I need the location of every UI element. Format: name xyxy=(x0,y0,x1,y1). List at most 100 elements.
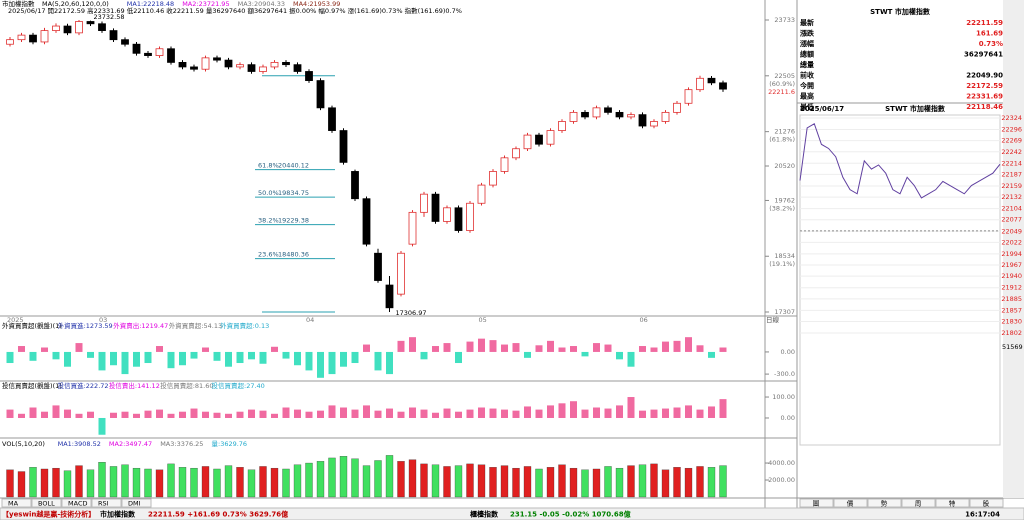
side-tab-label: 勢 xyxy=(881,499,888,508)
panel-header: 投信買賣超(觀盤)(1) xyxy=(2,381,62,390)
bar xyxy=(201,466,210,498)
tab[interactable] xyxy=(61,498,92,508)
bar xyxy=(719,399,727,418)
bar xyxy=(719,347,727,352)
bar xyxy=(213,412,221,418)
panel-header: 外資買進:1273.59 xyxy=(58,321,113,330)
bar xyxy=(64,409,71,418)
y-tick-label: 22324 xyxy=(1001,114,1022,122)
bar xyxy=(558,347,566,352)
panel-header: 外資賣出:1219.47 xyxy=(113,321,168,330)
bar xyxy=(569,467,578,498)
bar xyxy=(110,351,117,366)
side-tab[interactable] xyxy=(833,498,868,508)
candle-body xyxy=(98,23,106,31)
y-tick-label: 20520 xyxy=(774,162,795,170)
bar xyxy=(294,351,301,366)
bar xyxy=(40,468,49,498)
bar xyxy=(340,351,347,367)
panel-header: 投信賣出:141.12 xyxy=(109,381,160,390)
bar xyxy=(581,351,589,357)
bar xyxy=(202,411,209,418)
bar xyxy=(87,411,94,418)
bar xyxy=(270,467,279,498)
bar xyxy=(420,463,428,498)
bar xyxy=(454,465,463,498)
quote-label: 漲幅 xyxy=(800,39,814,48)
bar xyxy=(213,351,221,361)
bar xyxy=(340,407,347,418)
panel-header: 外資買賣超:54.13 xyxy=(169,321,222,330)
bar xyxy=(64,351,71,367)
bar xyxy=(593,407,600,418)
candle-body xyxy=(546,130,555,145)
candle-body xyxy=(615,111,624,118)
bar xyxy=(167,463,175,498)
intraday-title: STWT 市加權指數 xyxy=(885,104,945,113)
side-tab[interactable] xyxy=(799,498,834,508)
bar xyxy=(558,403,566,418)
panel-header: VOL(5,10,20) xyxy=(2,440,45,448)
side-tab[interactable] xyxy=(867,498,902,508)
side-tab[interactable] xyxy=(969,498,1004,508)
quote-value: 0.73% xyxy=(979,40,1003,48)
bar xyxy=(328,351,336,375)
tab[interactable] xyxy=(1,498,32,508)
x-label: 04 xyxy=(306,316,314,324)
bar xyxy=(271,413,278,418)
header-item: MA2:23721.95 xyxy=(182,0,229,8)
y-tick-label: 22022 xyxy=(1001,238,1022,246)
bar xyxy=(662,408,669,418)
bar xyxy=(604,408,612,418)
bar xyxy=(581,469,589,498)
candle-body xyxy=(247,64,256,72)
bar xyxy=(339,456,348,498)
candle-body xyxy=(408,211,417,245)
bar xyxy=(547,405,554,418)
header-item: MA1:22218.48 xyxy=(127,0,174,8)
y-tick-label: 2000.00 xyxy=(768,476,795,484)
bar xyxy=(316,461,325,498)
tab-label: RSI xyxy=(98,500,109,508)
bar xyxy=(466,341,474,352)
candle-body xyxy=(339,130,348,163)
bar xyxy=(179,411,186,418)
status-time: 16:17:04 xyxy=(965,511,1000,519)
tab[interactable] xyxy=(31,498,62,508)
bar xyxy=(662,341,669,352)
candle-body xyxy=(696,77,704,91)
bar xyxy=(190,408,198,418)
panel-header: 外資買賣超(觀盤)(1) xyxy=(2,321,62,330)
intraday-date: 2025/06/17 xyxy=(800,105,844,113)
bar xyxy=(293,464,302,498)
candle-body xyxy=(719,82,727,90)
low-label: 17306.97 xyxy=(396,309,427,317)
bar xyxy=(374,351,382,371)
bar xyxy=(374,460,382,498)
bar xyxy=(155,469,164,498)
side-tab[interactable] xyxy=(935,498,970,508)
bar xyxy=(581,409,589,418)
bar xyxy=(305,351,313,371)
y-tick-label: 21967 xyxy=(1001,261,1022,269)
tab[interactable] xyxy=(121,498,152,508)
bar xyxy=(397,411,405,418)
panel-header: MA2:3497.47 xyxy=(109,440,152,448)
bar xyxy=(52,351,60,360)
quote-value: 22331.69 xyxy=(966,93,1003,101)
bar xyxy=(236,411,244,418)
status-idx1-values: 22211.59 +161.69 0.73% 3629.76億 xyxy=(148,510,288,519)
candle-body xyxy=(673,102,681,113)
tab[interactable] xyxy=(91,498,122,508)
bar xyxy=(98,351,106,371)
scrollbar[interactable] xyxy=(1003,0,1024,498)
candle-body xyxy=(282,61,290,66)
candle-body xyxy=(477,184,486,204)
side-tab[interactable] xyxy=(901,498,936,508)
candle-body xyxy=(121,39,129,45)
candle-body xyxy=(374,252,382,281)
bar xyxy=(455,351,462,364)
quote-label: 今開 xyxy=(799,81,814,90)
